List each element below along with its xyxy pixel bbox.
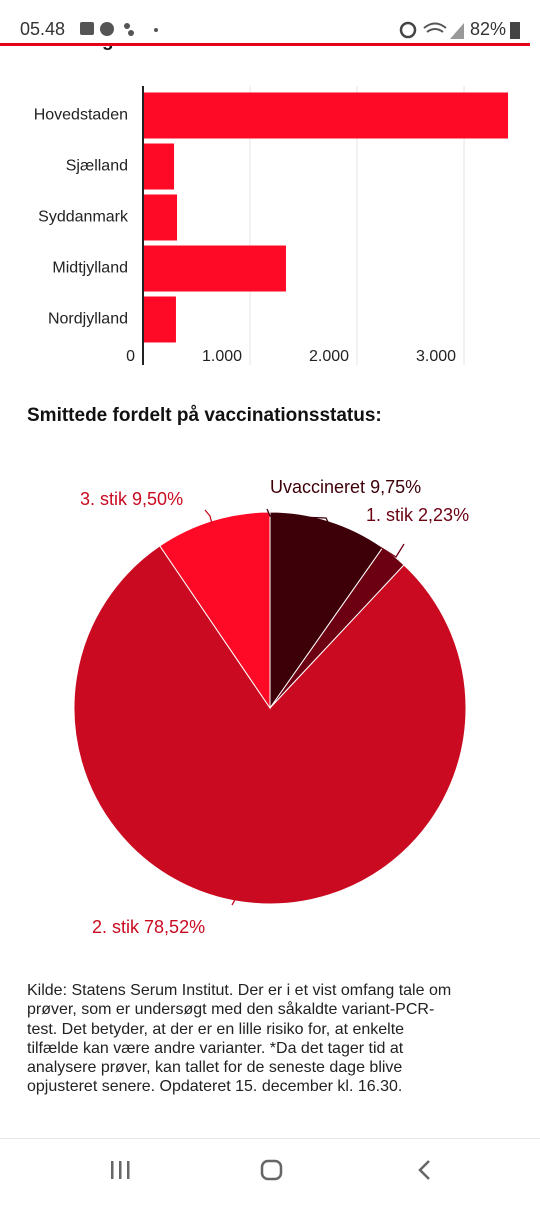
nav-icons (111, 1159, 430, 1181)
y-tick-label: Nordjylland (48, 311, 128, 328)
slice-name: 1. stik (366, 505, 414, 525)
bar (143, 296, 176, 343)
slice-label: 2. stik 78,52% (92, 917, 205, 937)
slice-name: 3. stik (80, 489, 128, 509)
bar-chart: 0 1.000 2.000 3.000 Hovedstaden Sjælland Sydda… (34, 86, 509, 365)
slice-value: 9,75% (370, 477, 421, 497)
bar (143, 143, 175, 190)
bar (143, 194, 178, 241)
notification-icons (80, 22, 158, 36)
footer-line: Kilde: Statens Serum Institut. Der er i … (27, 982, 452, 999)
system-icons (399, 21, 464, 39)
slices (73, 511, 467, 905)
slice-label: 1. stik 2,23% (366, 505, 469, 525)
recent-apps-button[interactable] (111, 1161, 130, 1179)
bar (143, 92, 509, 139)
y-tick-label: Hovedstaden (34, 107, 128, 124)
footer-line: tilfælde kan være andre varianter. *Da d… (27, 1039, 404, 1057)
slice-name: 2. stik (92, 917, 140, 937)
slice-label: Uvaccineret 9,75% (270, 477, 421, 497)
x-tick-label: 3.000 (416, 348, 456, 365)
chart-title: Smittede fordelt på vaccinationsstatus: (27, 405, 382, 426)
battery-level: 82% (470, 19, 507, 39)
footer-note: Kilde: Statens Serum Institut. Der er i … (27, 981, 527, 1097)
y-tick-label: Sjælland (66, 158, 128, 175)
footer-line: test. Det betyder, at der er en lille ri… (27, 1020, 405, 1038)
back-button[interactable] (418, 1160, 430, 1180)
navigation-bar (0, 1138, 540, 1201)
pie-chart: Uvaccineret 9,75% 1. stik 2,23% 2. stik 78… (73, 477, 469, 937)
pie-slice (73, 545, 467, 905)
bar (143, 245, 286, 292)
slice-value: 78,52% (144, 917, 205, 937)
footer-line: prøver, som er undersøgt med den såkaldt… (27, 1001, 435, 1019)
home-button[interactable] (260, 1159, 283, 1181)
status-bar: 05.48 82% (0, 0, 540, 44)
slice-value: 2,23% (418, 505, 469, 525)
leader-lines (204, 508, 405, 906)
footer-line: opjusteret senere. Opdateret 15. decembe… (27, 1078, 403, 1096)
pie-slice (159, 511, 271, 710)
y-tick-label: Syddanmark (38, 209, 129, 226)
slice-name: Uvaccineret (270, 477, 365, 497)
progress-bar (0, 43, 530, 46)
y-tick-label: Midtjylland (52, 260, 128, 277)
battery-icon (510, 22, 520, 39)
footer-line: analysere prøver, kan tallet for de sene… (27, 1059, 403, 1077)
clock: 05.48 (20, 19, 66, 39)
pie-slice (269, 511, 384, 710)
x-tick-label: 2.000 (309, 348, 349, 365)
x-tick-label: 1.000 (202, 348, 242, 365)
slice-value: 9,50% (132, 489, 183, 509)
slice-label: 3. stik 9,50% (80, 489, 183, 509)
x-tick-label: 0 (126, 348, 135, 365)
